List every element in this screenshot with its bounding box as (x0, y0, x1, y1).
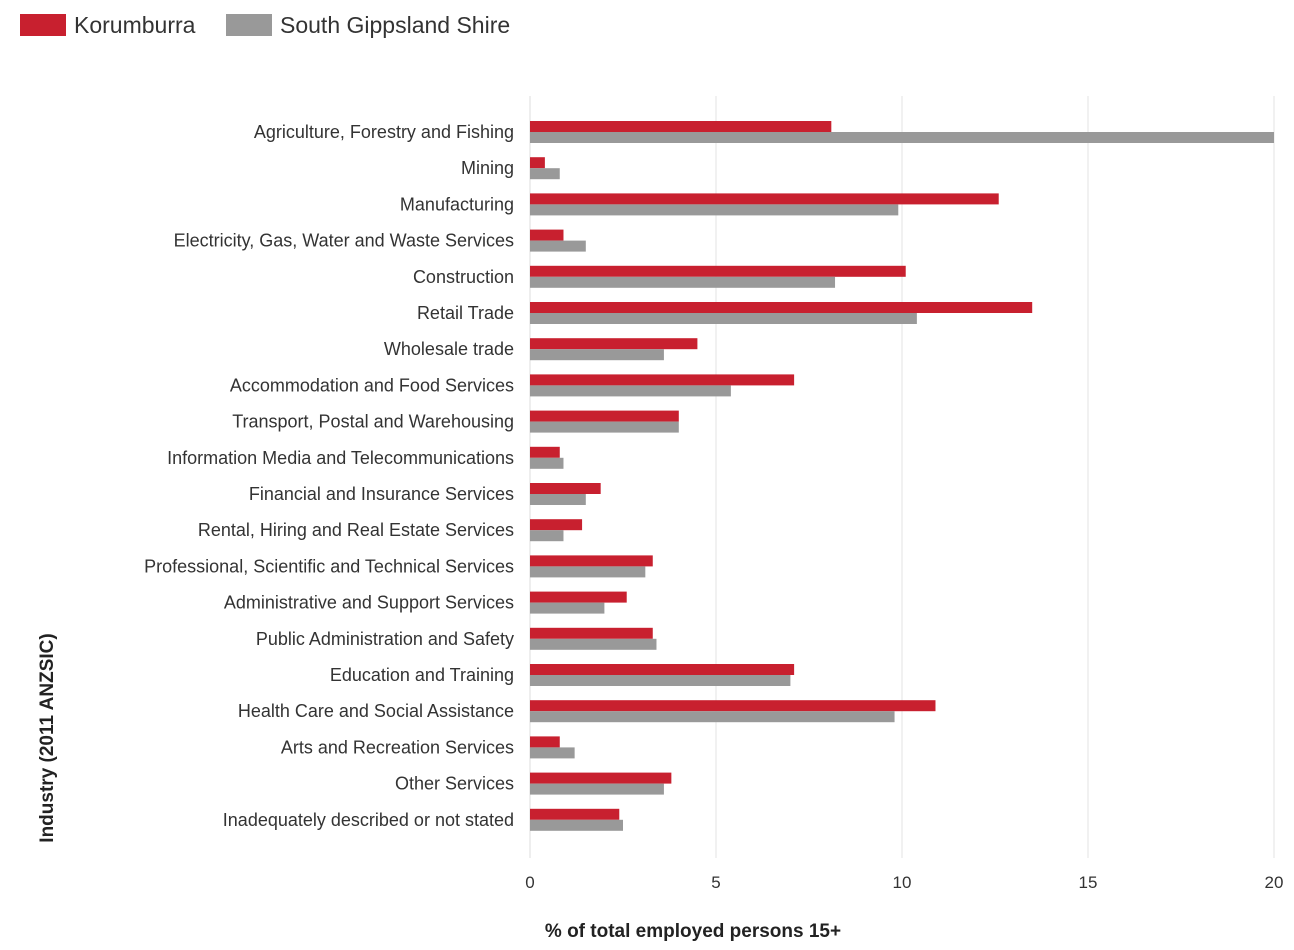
bar-korumburra (530, 664, 795, 675)
bar-korumburra (530, 772, 672, 784)
bar-korumburra (530, 229, 564, 241)
bar-south-gippsland-shire (530, 711, 895, 723)
category-label: Mining (461, 158, 514, 178)
bar-korumburra (530, 446, 560, 458)
bar-south-gippsland-shire (530, 204, 899, 216)
bar-south-gippsland-shire (530, 494, 586, 505)
category-label: Electricity, Gas, Water and Waste Servic… (174, 231, 514, 251)
category-label: Health Care and Social Assistance (238, 701, 514, 721)
bar-south-gippsland-shire (530, 168, 560, 180)
bar-south-gippsland-shire (530, 675, 791, 686)
bars (530, 121, 1274, 831)
bar-south-gippsland-shire (530, 240, 586, 252)
bar-korumburra (530, 591, 627, 603)
bar-korumburra (530, 555, 653, 567)
category-label: Financial and Insurance Services (249, 484, 514, 504)
bar-south-gippsland-shire (530, 349, 664, 361)
category-label: Rental, Hiring and Real Estate Services (198, 520, 514, 540)
legend-label: South Gippsland Shire (280, 12, 510, 38)
bar-south-gippsland-shire (530, 819, 623, 831)
y-axis-title: Industry (2011 ANZSIC) (37, 633, 58, 842)
bar-south-gippsland-shire (530, 276, 836, 288)
x-axis-title: % of total employed persons 15+ (545, 921, 841, 942)
bar-korumburra (530, 157, 545, 169)
category-label: Education and Training (330, 665, 514, 685)
bar-south-gippsland-shire (530, 747, 575, 759)
gridlines (529, 96, 1275, 858)
bar-korumburra (530, 374, 795, 386)
bar-south-gippsland-shire (530, 313, 917, 324)
bar-korumburra (530, 700, 936, 712)
category-label: Accommodation and Food Services (230, 375, 514, 395)
bar-korumburra (530, 193, 999, 205)
bar-south-gippsland-shire (530, 602, 605, 614)
legend-swatch (226, 14, 272, 36)
legend-label: Korumburra (74, 12, 196, 38)
category-label: Administrative and Support Services (224, 593, 514, 613)
category-label: Wholesale trade (384, 339, 514, 359)
legend: Korumburra South Gippsland Shire (20, 12, 510, 38)
bar-korumburra (530, 302, 1033, 313)
bar-korumburra (530, 519, 583, 531)
category-label: Public Administration and Safety (256, 629, 514, 649)
category-label: Inadequately described or not stated (223, 810, 514, 830)
legend-swatch (20, 14, 66, 36)
bar-south-gippsland-shire (530, 530, 564, 542)
bar-south-gippsland-shire (530, 638, 657, 650)
x-tick-label: 20 (1265, 873, 1284, 892)
category-label: Other Services (395, 774, 514, 794)
bar-south-gippsland-shire (530, 783, 664, 795)
category-label: Manufacturing (400, 194, 514, 214)
category-label: Arts and Recreation Services (281, 737, 514, 757)
bar-south-gippsland-shire (530, 421, 679, 433)
category-label: Construction (413, 267, 514, 287)
bar-korumburra (530, 736, 560, 748)
category-label: Transport, Postal and Warehousing (232, 412, 514, 432)
x-tick-label: 10 (893, 873, 912, 892)
category-labels: Agriculture, Forestry and Fishing Mining M… (144, 122, 514, 830)
category-label: Retail Trade (417, 303, 514, 323)
bar-korumburra (530, 338, 698, 350)
bar-korumburra (530, 265, 906, 277)
category-label: Professional, Scientific and Technical S… (144, 556, 514, 576)
x-axis-ticks: 0 5 10 15 20 (525, 873, 1283, 892)
x-tick-label: 0 (525, 873, 534, 892)
bar-korumburra (530, 483, 601, 494)
bar-south-gippsland-shire (530, 457, 564, 469)
bar-korumburra (530, 627, 653, 639)
bar-korumburra (530, 410, 679, 422)
category-label: Information Media and Telecommunications (167, 448, 514, 468)
category-label: Agriculture, Forestry and Fishing (254, 122, 514, 142)
bar-south-gippsland-shire (530, 132, 1274, 143)
bar-south-gippsland-shire (530, 566, 646, 578)
bar-korumburra (530, 121, 832, 132)
bar-south-gippsland-shire (530, 385, 731, 397)
x-tick-label: 5 (711, 873, 720, 892)
bar-korumburra (530, 808, 620, 820)
x-tick-label: 15 (1079, 873, 1098, 892)
